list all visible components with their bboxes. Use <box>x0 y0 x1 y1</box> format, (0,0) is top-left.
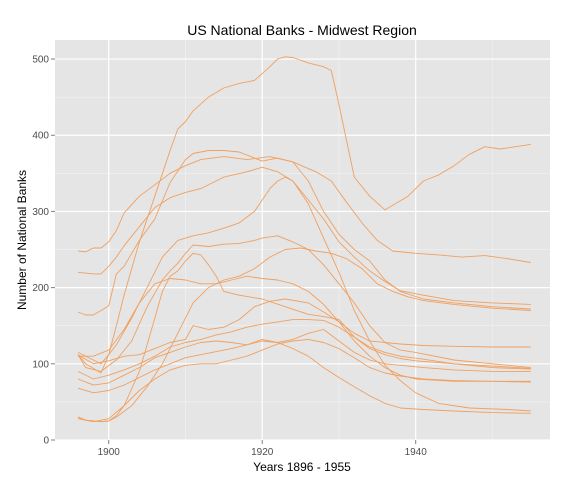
y-tick-label: 200 <box>32 283 49 294</box>
major-gridlines <box>55 40 550 441</box>
y-axis-ticks: 0 100 200 300 400 500 <box>32 55 55 447</box>
series-line-1 <box>77 156 531 263</box>
x-axis-title: Years 1896 - 1955 <box>253 460 351 474</box>
x-tick-label: 1900 <box>98 447 121 458</box>
series-line-3 <box>77 150 531 316</box>
y-tick-label: 0 <box>43 436 49 447</box>
y-tick-label: 300 <box>32 207 49 218</box>
series-line-13 <box>77 338 531 423</box>
series-line-12 <box>77 338 531 414</box>
chart-title: US National Banks - Midwest Region <box>187 22 417 38</box>
y-tick-label: 400 <box>32 131 49 142</box>
series-line-14 <box>77 56 531 374</box>
x-axis-ticks: 1900 1920 1940 <box>98 440 428 458</box>
series-line-8 <box>77 235 531 372</box>
x-tick-label: 1920 <box>251 447 274 458</box>
plot-panel <box>55 40 550 440</box>
series-line-11 <box>77 329 531 386</box>
series-line-10 <box>77 319 531 380</box>
y-tick-label: 500 <box>32 55 49 66</box>
series-line-7 <box>78 275 531 382</box>
y-axis-title: Number of National Banks <box>15 170 29 310</box>
y-tick-label: 100 <box>32 359 49 370</box>
series-line-4 <box>77 176 531 412</box>
series-lines <box>77 56 531 423</box>
x-tick-label: 1940 <box>405 447 428 458</box>
minor-gridlines <box>55 40 550 440</box>
series-line-9 <box>77 298 531 365</box>
series-line-6 <box>77 247 531 423</box>
